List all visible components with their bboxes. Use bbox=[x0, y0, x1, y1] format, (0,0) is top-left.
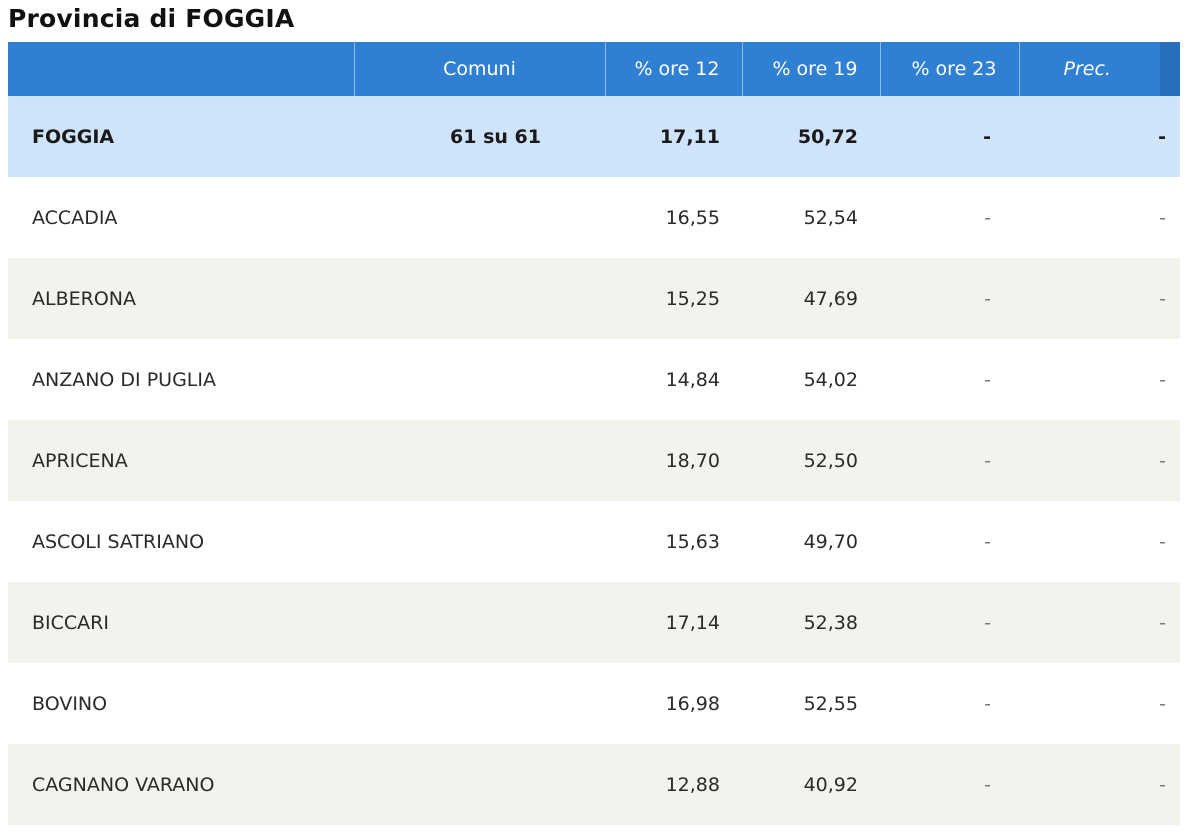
header-ore-12[interactable]: % ore 12 bbox=[604, 42, 742, 96]
header-ore-19[interactable]: % ore 19 bbox=[741, 42, 880, 96]
table-row[interactable]: APRICENA 18,70 52,50 - - bbox=[8, 420, 1180, 501]
row-comuni bbox=[354, 258, 605, 339]
table-row[interactable]: ALBERONA 15,25 47,69 - - bbox=[8, 258, 1180, 339]
summary-prec: - bbox=[1158, 125, 1166, 148]
header-prec-edge bbox=[1160, 42, 1180, 96]
row-ore-23: - bbox=[984, 611, 991, 634]
header-prec-label: Prec. bbox=[1063, 58, 1111, 80]
summary-name: FOGGIA bbox=[32, 125, 115, 148]
row-prec: - bbox=[1159, 611, 1166, 634]
row-prec: - bbox=[1159, 692, 1166, 715]
row-ore-19: 54,02 bbox=[803, 368, 858, 391]
table-header-row: Comuni % ore 12 % ore 19 % ore 23 Prec. bbox=[8, 42, 1180, 96]
row-ore-12: 15,25 bbox=[665, 287, 720, 310]
row-name[interactable]: ASCOLI SATRIANO bbox=[32, 530, 205, 553]
page-title: Provincia di FOGGIA bbox=[8, 4, 295, 33]
header-name bbox=[8, 42, 354, 96]
row-ore-19: 52,50 bbox=[803, 449, 858, 472]
row-ore-12: 12,88 bbox=[665, 773, 720, 796]
table-row[interactable]: ASCOLI SATRIANO 15,63 49,70 - - bbox=[8, 501, 1180, 582]
row-comuni bbox=[354, 744, 605, 825]
row-ore-12: 15,63 bbox=[665, 530, 720, 553]
row-ore-12: 16,55 bbox=[665, 206, 720, 229]
row-name[interactable]: BOVINO bbox=[32, 692, 108, 715]
turnout-table: Comuni % ore 12 % ore 19 % ore 23 Prec. … bbox=[8, 42, 1180, 825]
row-ore-23: - bbox=[984, 449, 991, 472]
row-prec: - bbox=[1159, 773, 1166, 796]
summary-comuni: 61 su 61 bbox=[450, 125, 541, 148]
row-name[interactable]: ACCADIA bbox=[32, 206, 118, 229]
row-ore-19: 49,70 bbox=[803, 530, 858, 553]
row-ore-12: 17,14 bbox=[665, 611, 720, 634]
row-name[interactable]: BICCARI bbox=[32, 611, 109, 634]
row-ore-23: - bbox=[984, 530, 991, 553]
row-ore-23: - bbox=[984, 773, 991, 796]
row-name[interactable]: CAGNANO VARANO bbox=[32, 773, 215, 796]
row-ore-19: 40,92 bbox=[803, 773, 858, 796]
row-ore-23: - bbox=[984, 206, 991, 229]
row-name[interactable]: ALBERONA bbox=[32, 287, 136, 310]
row-ore-12: 14,84 bbox=[665, 368, 720, 391]
table-row[interactable]: ACCADIA 16,55 52,54 - - bbox=[8, 177, 1180, 258]
row-ore-23: - bbox=[984, 368, 991, 391]
header-comuni[interactable]: Comuni bbox=[353, 42, 605, 96]
summary-row: FOGGIA 61 su 61 17,11 50,72 - - bbox=[8, 96, 1180, 177]
row-comuni bbox=[354, 420, 605, 501]
summary-ore-12: 17,11 bbox=[659, 125, 720, 148]
row-comuni bbox=[354, 663, 605, 744]
row-comuni bbox=[354, 177, 605, 258]
row-ore-23: - bbox=[984, 287, 991, 310]
row-prec: - bbox=[1159, 530, 1166, 553]
row-ore-19: 52,55 bbox=[803, 692, 858, 715]
row-prec: - bbox=[1159, 449, 1166, 472]
table-row[interactable]: BICCARI 17,14 52,38 - - bbox=[8, 582, 1180, 663]
row-name[interactable]: ANZANO DI PUGLIA bbox=[32, 368, 216, 391]
row-comuni bbox=[354, 339, 605, 420]
header-ore-23[interactable]: % ore 23 bbox=[879, 42, 1019, 96]
summary-ore-23: - bbox=[983, 125, 991, 148]
row-prec: - bbox=[1159, 206, 1166, 229]
row-prec: - bbox=[1159, 368, 1166, 391]
row-name[interactable]: APRICENA bbox=[32, 449, 128, 472]
summary-ore-19: 50,72 bbox=[797, 125, 858, 148]
row-comuni bbox=[354, 501, 605, 582]
row-prec: - bbox=[1159, 287, 1166, 310]
row-ore-12: 16,98 bbox=[665, 692, 720, 715]
row-ore-19: 52,54 bbox=[803, 206, 858, 229]
table-row[interactable]: CAGNANO VARANO 12,88 40,92 - - bbox=[8, 744, 1180, 825]
row-ore-19: 47,69 bbox=[803, 287, 858, 310]
row-ore-12: 18,70 bbox=[665, 449, 720, 472]
header-prec[interactable]: Prec. bbox=[1018, 42, 1180, 96]
table-row[interactable]: ANZANO DI PUGLIA 14,84 54,02 - - bbox=[8, 339, 1180, 420]
row-ore-23: - bbox=[984, 692, 991, 715]
row-comuni bbox=[354, 582, 605, 663]
row-ore-19: 52,38 bbox=[803, 611, 858, 634]
table-row[interactable]: BOVINO 16,98 52,55 - - bbox=[8, 663, 1180, 744]
